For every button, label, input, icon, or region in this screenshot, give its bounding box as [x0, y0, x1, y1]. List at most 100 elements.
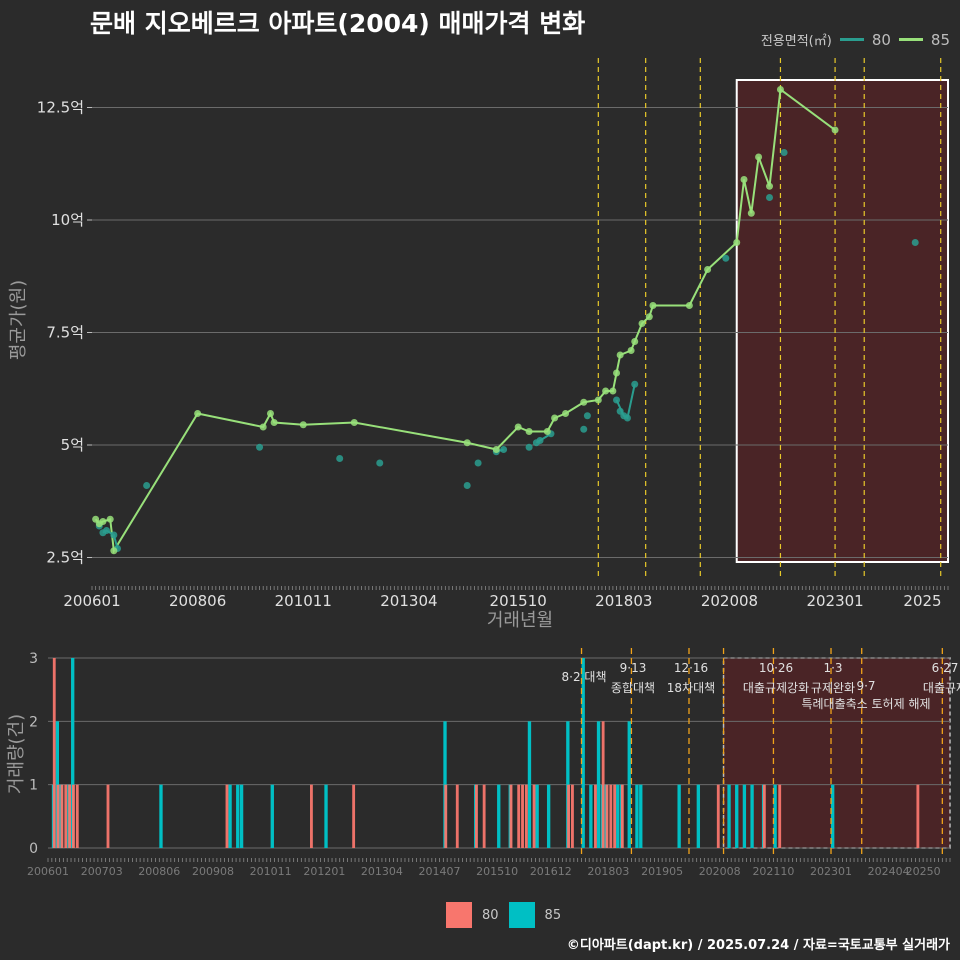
- policy-annotation: 8·2 대책: [562, 669, 607, 684]
- series-85-point: [99, 518, 107, 525]
- series-85-point: [266, 410, 274, 417]
- bar-y-tick-label: 1: [29, 778, 38, 794]
- series-85-point: [463, 439, 471, 447]
- bar-x-tick-label: 201201: [303, 865, 345, 878]
- bar-x-tick-label: 202301: [810, 865, 852, 878]
- bar-x-tick-label: 200601: [27, 865, 69, 878]
- policy-annotation-date: 9·7: [856, 679, 875, 693]
- legend-label-85: 85: [930, 30, 950, 49]
- series-85-point: [270, 419, 278, 426]
- series-85-point: [514, 423, 522, 431]
- bar-80: [444, 784, 448, 848]
- bar-x-tick-label: 201803: [587, 865, 629, 878]
- series-80-point: [536, 437, 544, 444]
- bar-85: [627, 721, 631, 848]
- bar-80: [716, 784, 720, 848]
- bar-y-tick-label: 3: [29, 651, 38, 667]
- bar-80: [601, 721, 605, 848]
- legend-bottom-label-80: 80: [482, 907, 499, 923]
- bar-80: [521, 784, 524, 848]
- x-tick-label: 2025: [903, 592, 941, 610]
- series-85-point: [685, 302, 693, 309]
- bar-x-tick-label: 20250: [906, 865, 941, 878]
- bar-85: [616, 784, 620, 848]
- bar-80: [605, 784, 609, 848]
- series-85-point: [704, 266, 712, 273]
- series-85-point: [259, 423, 267, 431]
- series-85-point: [747, 209, 755, 217]
- bar-85: [546, 784, 551, 848]
- series-80-point: [500, 446, 508, 453]
- bar-85: [727, 784, 731, 848]
- bar-85: [443, 721, 447, 848]
- policy-annotation-text: 특례대출축소 토허제 해제: [801, 697, 930, 711]
- bar-highlight-region: [722, 657, 951, 849]
- series-80-point: [613, 396, 621, 404]
- policy-annotation-text: 18차대책: [667, 680, 715, 695]
- policy-annotation-text: 종합대책: [611, 680, 655, 695]
- series-80-point: [623, 414, 631, 422]
- series-85-point: [609, 387, 617, 395]
- bar-80: [310, 784, 313, 848]
- series-85-point: [613, 369, 621, 377]
- y-tick-label: 5억: [61, 436, 84, 454]
- bar-85: [71, 658, 75, 848]
- x-tick-label: 201304: [380, 592, 437, 610]
- bar-85: [55, 721, 60, 848]
- bar-80: [613, 784, 617, 848]
- bar-y-tick-label: 2: [29, 714, 38, 730]
- bar-80: [509, 784, 513, 848]
- bar-x-tick-label: 202008: [699, 865, 741, 878]
- series-85-point: [602, 387, 610, 395]
- bar-85: [566, 721, 570, 848]
- bar-y-tick-label: 0: [29, 841, 38, 857]
- x-tick-label: 200806: [169, 592, 226, 610]
- series-80-point: [766, 194, 774, 201]
- bar-80: [916, 784, 920, 848]
- bar-80: [60, 784, 64, 848]
- series-85-point: [594, 396, 602, 404]
- series-85-point: [299, 421, 307, 429]
- bar-80: [68, 784, 72, 848]
- bar-80: [609, 784, 613, 848]
- series-85-line: [94, 87, 836, 554]
- legend-box-80: [446, 902, 472, 928]
- y-tick-label: 12.5억: [37, 99, 84, 117]
- bar-80: [517, 784, 521, 848]
- highlight-region: [735, 79, 950, 563]
- bar-85: [773, 784, 777, 848]
- bar-80: [482, 784, 486, 848]
- bar-80: [778, 784, 782, 848]
- bar-85: [735, 784, 739, 848]
- series-85-point: [616, 351, 624, 359]
- bar-85: [596, 721, 601, 848]
- x-tick-label: 202008: [701, 592, 758, 610]
- bar-85: [589, 784, 593, 848]
- bar-80: [106, 784, 110, 848]
- policy-annotation-date: 10·26: [759, 661, 793, 675]
- bar-80: [72, 784, 75, 848]
- bar-80: [571, 784, 574, 848]
- series-85-point: [638, 320, 646, 327]
- bar-80: [475, 784, 478, 848]
- legend-top-title: 전용면적(㎡): [760, 34, 832, 49]
- bar-80: [762, 784, 766, 848]
- bar-x-tick-label: 202110: [752, 865, 794, 878]
- series-85-point: [492, 446, 500, 453]
- series-80-point: [525, 443, 533, 451]
- bar-85: [831, 784, 835, 848]
- series-80-point: [911, 239, 919, 246]
- bar-80: [532, 784, 536, 848]
- series-85-point: [776, 86, 784, 93]
- series-85-point: [831, 126, 839, 134]
- y-tick-label: 7.5억: [46, 324, 84, 342]
- bar-x-tick-label: 200908: [192, 865, 234, 878]
- bar-x-tick-label: 200806: [138, 865, 180, 878]
- bar-80: [52, 658, 56, 848]
- series-80-point: [583, 412, 591, 420]
- series-85-point: [627, 347, 635, 354]
- bar-85: [324, 784, 328, 848]
- bar-85: [497, 784, 501, 848]
- bar-85: [750, 784, 754, 848]
- y-tick-label: 2.5억: [46, 549, 84, 567]
